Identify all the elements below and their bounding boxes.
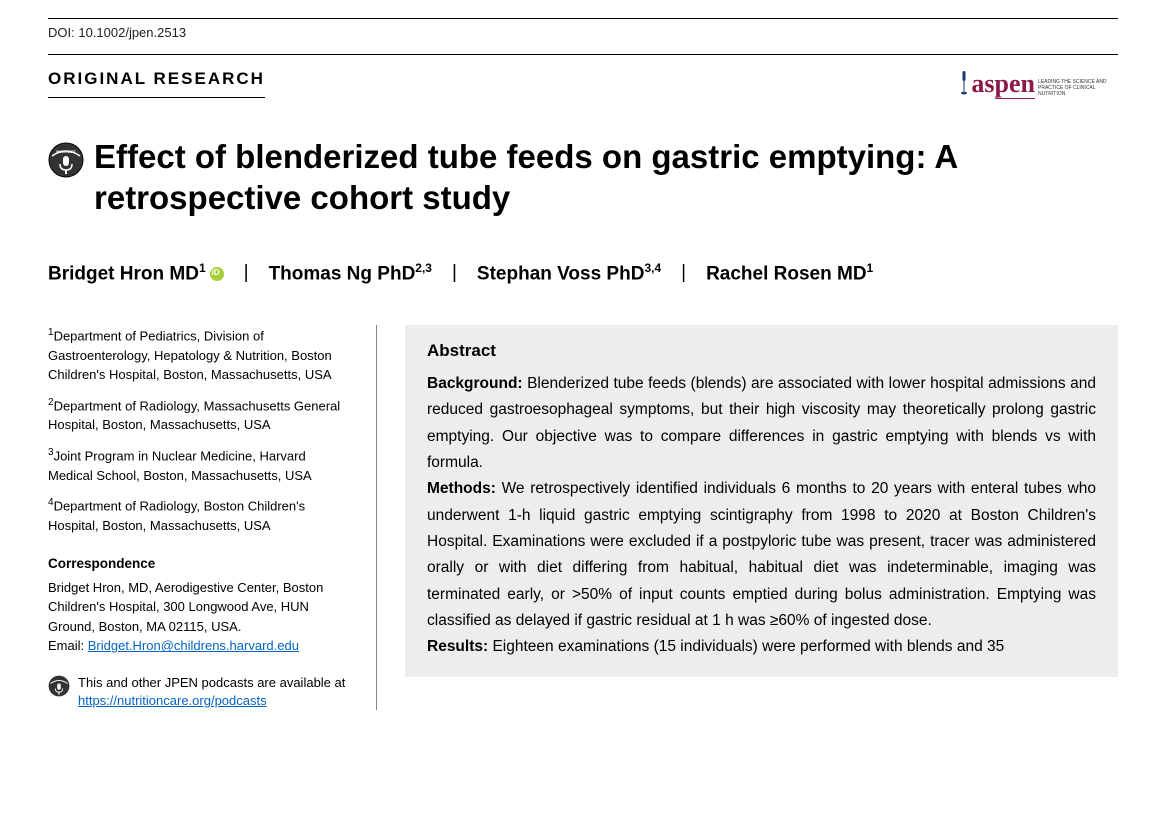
podcast-note-text: This and other JPEN podcasts are availab… xyxy=(78,674,348,710)
logo-as: as xyxy=(971,69,994,98)
correspondence-email-label: Email: xyxy=(48,638,88,653)
results-label: Results: xyxy=(427,638,492,655)
abstract-heading: Abstract xyxy=(427,341,1096,361)
author-4-name: Rachel Rosen MD xyxy=(706,263,866,284)
author-3-sup: 3,4 xyxy=(644,261,661,275)
methods-label: Methods: xyxy=(427,480,502,497)
affiliation-2: 2Department of Radiology, Massachusetts … xyxy=(48,395,348,435)
author-4: Rachel Rosen MD1 xyxy=(706,261,873,285)
author-1-sup: 1 xyxy=(199,261,206,275)
svg-text:PODCAST: PODCAST xyxy=(56,149,76,154)
affil-1-text: Department of Pediatrics, Division of Ga… xyxy=(48,328,332,382)
author-1: Bridget Hron MD1 xyxy=(48,261,224,285)
author-4-sup: 1 xyxy=(867,261,874,275)
logo-text: aspen xyxy=(971,71,1035,97)
background-text: Blenderized tube feeds (blends) are asso… xyxy=(427,375,1096,471)
author-1-name: Bridget Hron MD xyxy=(48,263,199,284)
podcast-link[interactable]: https://nutritioncare.org/podcasts xyxy=(78,693,267,708)
author-list: Bridget Hron MD1 | Thomas Ng PhD2,3 | St… xyxy=(48,261,1118,285)
author-2: Thomas Ng PhD2,3 xyxy=(269,261,432,285)
right-column: Abstract Background: Blenderized tube fe… xyxy=(376,325,1118,710)
correspondence-email-link[interactable]: Bridget.Hron@childrens.harvard.edu xyxy=(88,638,299,653)
article-title: Effect of blenderized tube feeds on gast… xyxy=(94,136,1118,219)
author-3-name: Stephan Voss PhD xyxy=(477,263,645,284)
methods-text: We retrospectively identified individual… xyxy=(427,480,1096,629)
section-label: ORIGINAL RESEARCH xyxy=(48,69,265,98)
author-separator: | xyxy=(681,262,686,284)
affiliation-3: 3Joint Program in Nuclear Medicine, Harv… xyxy=(48,445,348,485)
doi: DOI: 10.1002/jpen.2513 xyxy=(48,19,1118,54)
left-column: 1Department of Pediatrics, Division of G… xyxy=(48,325,348,710)
author-2-name: Thomas Ng PhD xyxy=(269,263,416,284)
orcid-icon[interactable] xyxy=(210,267,224,281)
affil-4-text: Department of Radiology, Boston Children… xyxy=(48,499,305,534)
abstract-box: Abstract Background: Blenderized tube fe… xyxy=(405,325,1118,677)
correspondence-body: Bridget Hron, MD, Aerodigestive Center, … xyxy=(48,578,348,656)
correspondence-heading: Correspondence xyxy=(48,554,348,574)
podcast-icon xyxy=(48,675,70,697)
podcast-icon: PODCAST xyxy=(48,142,84,178)
podcast-note-label: This and other JPEN podcasts are availab… xyxy=(78,675,345,690)
author-2-sup: 2,3 xyxy=(415,261,432,275)
correspondence-text: Bridget Hron, MD, Aerodigestive Center, … xyxy=(48,580,323,634)
affiliation-4: 4Department of Radiology, Boston Childre… xyxy=(48,495,348,535)
abstract-body: Background: Blenderized tube feeds (blen… xyxy=(427,371,1096,661)
logo-tagline-2: PRACTICE OF CLINICAL NUTRITION xyxy=(1038,85,1118,97)
author-separator: | xyxy=(452,262,457,284)
header-row: ORIGINAL RESEARCH aspen LEADING THE SCIE… xyxy=(48,54,1118,98)
affiliation-1: 1Department of Pediatrics, Division of G… xyxy=(48,325,348,385)
journal-logo: aspen LEADING THE SCIENCE AND PRACTICE O… xyxy=(960,69,1118,97)
body-columns: 1Department of Pediatrics, Division of G… xyxy=(48,325,1118,710)
author-separator: | xyxy=(244,262,249,284)
author-3: Stephan Voss PhD3,4 xyxy=(477,261,661,285)
background-label: Background: xyxy=(427,375,527,392)
logo-pen: pen xyxy=(995,69,1035,99)
logo-tagline: LEADING THE SCIENCE AND PRACTICE OF CLIN… xyxy=(1038,79,1118,97)
mic-icon xyxy=(960,69,968,97)
affil-2-text: Department of Radiology, Massachusetts G… xyxy=(48,398,340,433)
title-block: PODCAST Effect of blenderized tube feeds… xyxy=(48,136,1118,219)
affil-3-text: Joint Program in Nuclear Medicine, Harva… xyxy=(48,448,312,483)
podcast-note: This and other JPEN podcasts are availab… xyxy=(48,674,348,710)
results-text: Eighteen examinations (15 individuals) w… xyxy=(492,638,1004,655)
